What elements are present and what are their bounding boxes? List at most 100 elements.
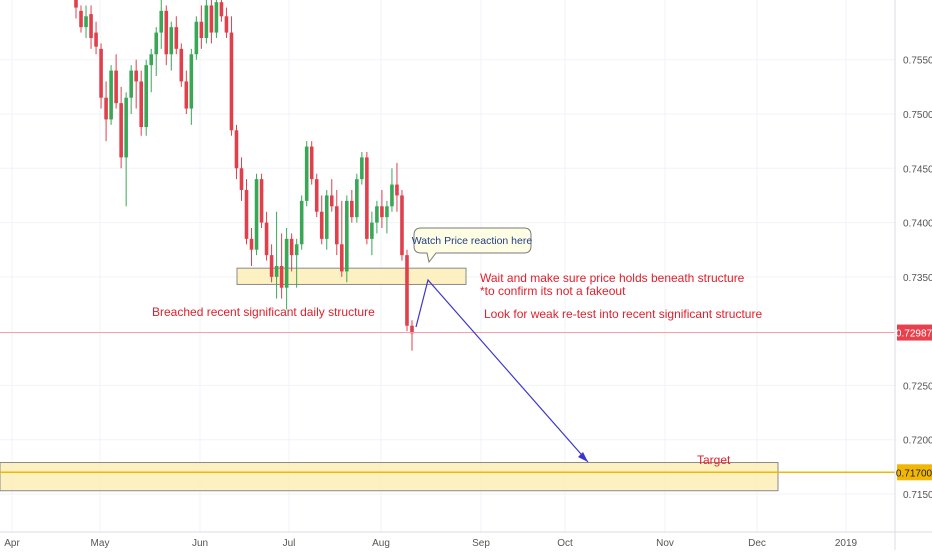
x-tick-label: May xyxy=(91,538,110,549)
candle-body xyxy=(264,222,269,256)
candle-body xyxy=(224,16,229,33)
candle-body xyxy=(304,146,309,201)
candle-body xyxy=(164,10,169,55)
candle-body xyxy=(99,48,103,98)
candle-body xyxy=(339,244,344,272)
candle-body xyxy=(254,179,259,250)
candles xyxy=(74,0,414,351)
candle-body xyxy=(259,179,264,223)
candle-body xyxy=(194,21,199,55)
x-tick-label: Jul xyxy=(283,538,296,549)
wait-text-line1: Wait and make sure price holds beneath s… xyxy=(480,271,745,285)
candle-body xyxy=(274,266,279,277)
candle-body xyxy=(134,70,138,82)
zones xyxy=(0,267,779,492)
candle-body xyxy=(355,179,359,218)
candle-body xyxy=(159,10,164,33)
grid xyxy=(0,0,895,532)
candle-body xyxy=(119,103,123,158)
breached-text: Breached recent significant daily struct… xyxy=(152,305,375,319)
projection-path xyxy=(415,278,589,463)
watch-callout-text: Watch Price reaction here xyxy=(412,235,533,247)
candle-body xyxy=(239,168,244,190)
candle-body xyxy=(109,70,113,120)
x-tick-label: 2019 xyxy=(835,538,858,549)
x-tick-label: Oct xyxy=(557,538,573,549)
candle-body xyxy=(214,2,219,33)
candle-body xyxy=(395,184,399,196)
drawings xyxy=(0,278,895,474)
candle-body xyxy=(370,222,374,239)
candle-body xyxy=(174,27,179,49)
candle-body xyxy=(365,157,369,239)
candle-body xyxy=(204,5,209,39)
candle-body xyxy=(375,206,379,223)
candle-body xyxy=(299,200,304,245)
candle-body xyxy=(229,32,234,131)
x-tick-label: Jun xyxy=(192,538,208,549)
annotations: Watch Price reaction here Wait and make s… xyxy=(152,227,762,467)
x-tick-label: Nov xyxy=(656,538,674,549)
candle-body xyxy=(405,255,409,326)
target-text: Target xyxy=(697,453,731,467)
projection-arrowhead xyxy=(578,452,588,462)
candle-body xyxy=(144,65,149,128)
x-tick-label: Aug xyxy=(372,538,390,549)
candle-body xyxy=(129,70,133,98)
candle-body xyxy=(209,5,214,33)
candle-body xyxy=(169,27,174,55)
x-tick-label: Apr xyxy=(4,538,20,549)
candle-body xyxy=(184,81,189,109)
candle-body xyxy=(269,255,274,277)
x-tick-label: Sep xyxy=(472,538,490,549)
candle-body xyxy=(219,2,224,17)
candle-body xyxy=(385,206,389,218)
candle-body xyxy=(324,195,329,239)
candle-body xyxy=(350,200,354,218)
target-price-badge xyxy=(897,464,932,481)
y-tick-label: 0.71500 xyxy=(903,490,932,501)
candle-body xyxy=(139,81,143,128)
candle-body xyxy=(94,32,98,47)
candle-body xyxy=(309,146,314,180)
candle-body xyxy=(360,157,364,180)
candle-body xyxy=(380,206,384,218)
candle-body xyxy=(319,211,324,239)
candle-body xyxy=(199,21,204,38)
retest-text: Look for weak re-test into recent signif… xyxy=(484,307,762,321)
candle-body xyxy=(390,184,394,207)
target-zone xyxy=(0,462,779,492)
candle-body xyxy=(329,195,334,207)
watch-callout-bubble xyxy=(413,227,532,264)
candle-body xyxy=(154,32,159,55)
candle-body xyxy=(79,10,83,28)
candle-body xyxy=(244,190,249,239)
candle-body xyxy=(149,54,154,66)
target-price-label: 0.71700 xyxy=(896,468,932,479)
candle-body xyxy=(410,325,414,334)
candle-body xyxy=(294,244,299,256)
candle-body xyxy=(89,14,93,39)
current-price-badge xyxy=(897,324,932,341)
x-tick-label: Dec xyxy=(748,538,766,549)
candle-body xyxy=(314,179,319,212)
wait-text-line2: *to confirm its not a fakeout xyxy=(480,284,626,298)
candle-body xyxy=(84,16,88,28)
candle-body xyxy=(289,238,294,256)
candle-body xyxy=(284,238,289,288)
candle-body xyxy=(189,54,194,109)
candle-body xyxy=(249,238,254,250)
candle-body xyxy=(334,206,339,245)
candle-body xyxy=(114,70,118,104)
candle-body xyxy=(74,0,78,8)
candle-body xyxy=(124,97,128,158)
